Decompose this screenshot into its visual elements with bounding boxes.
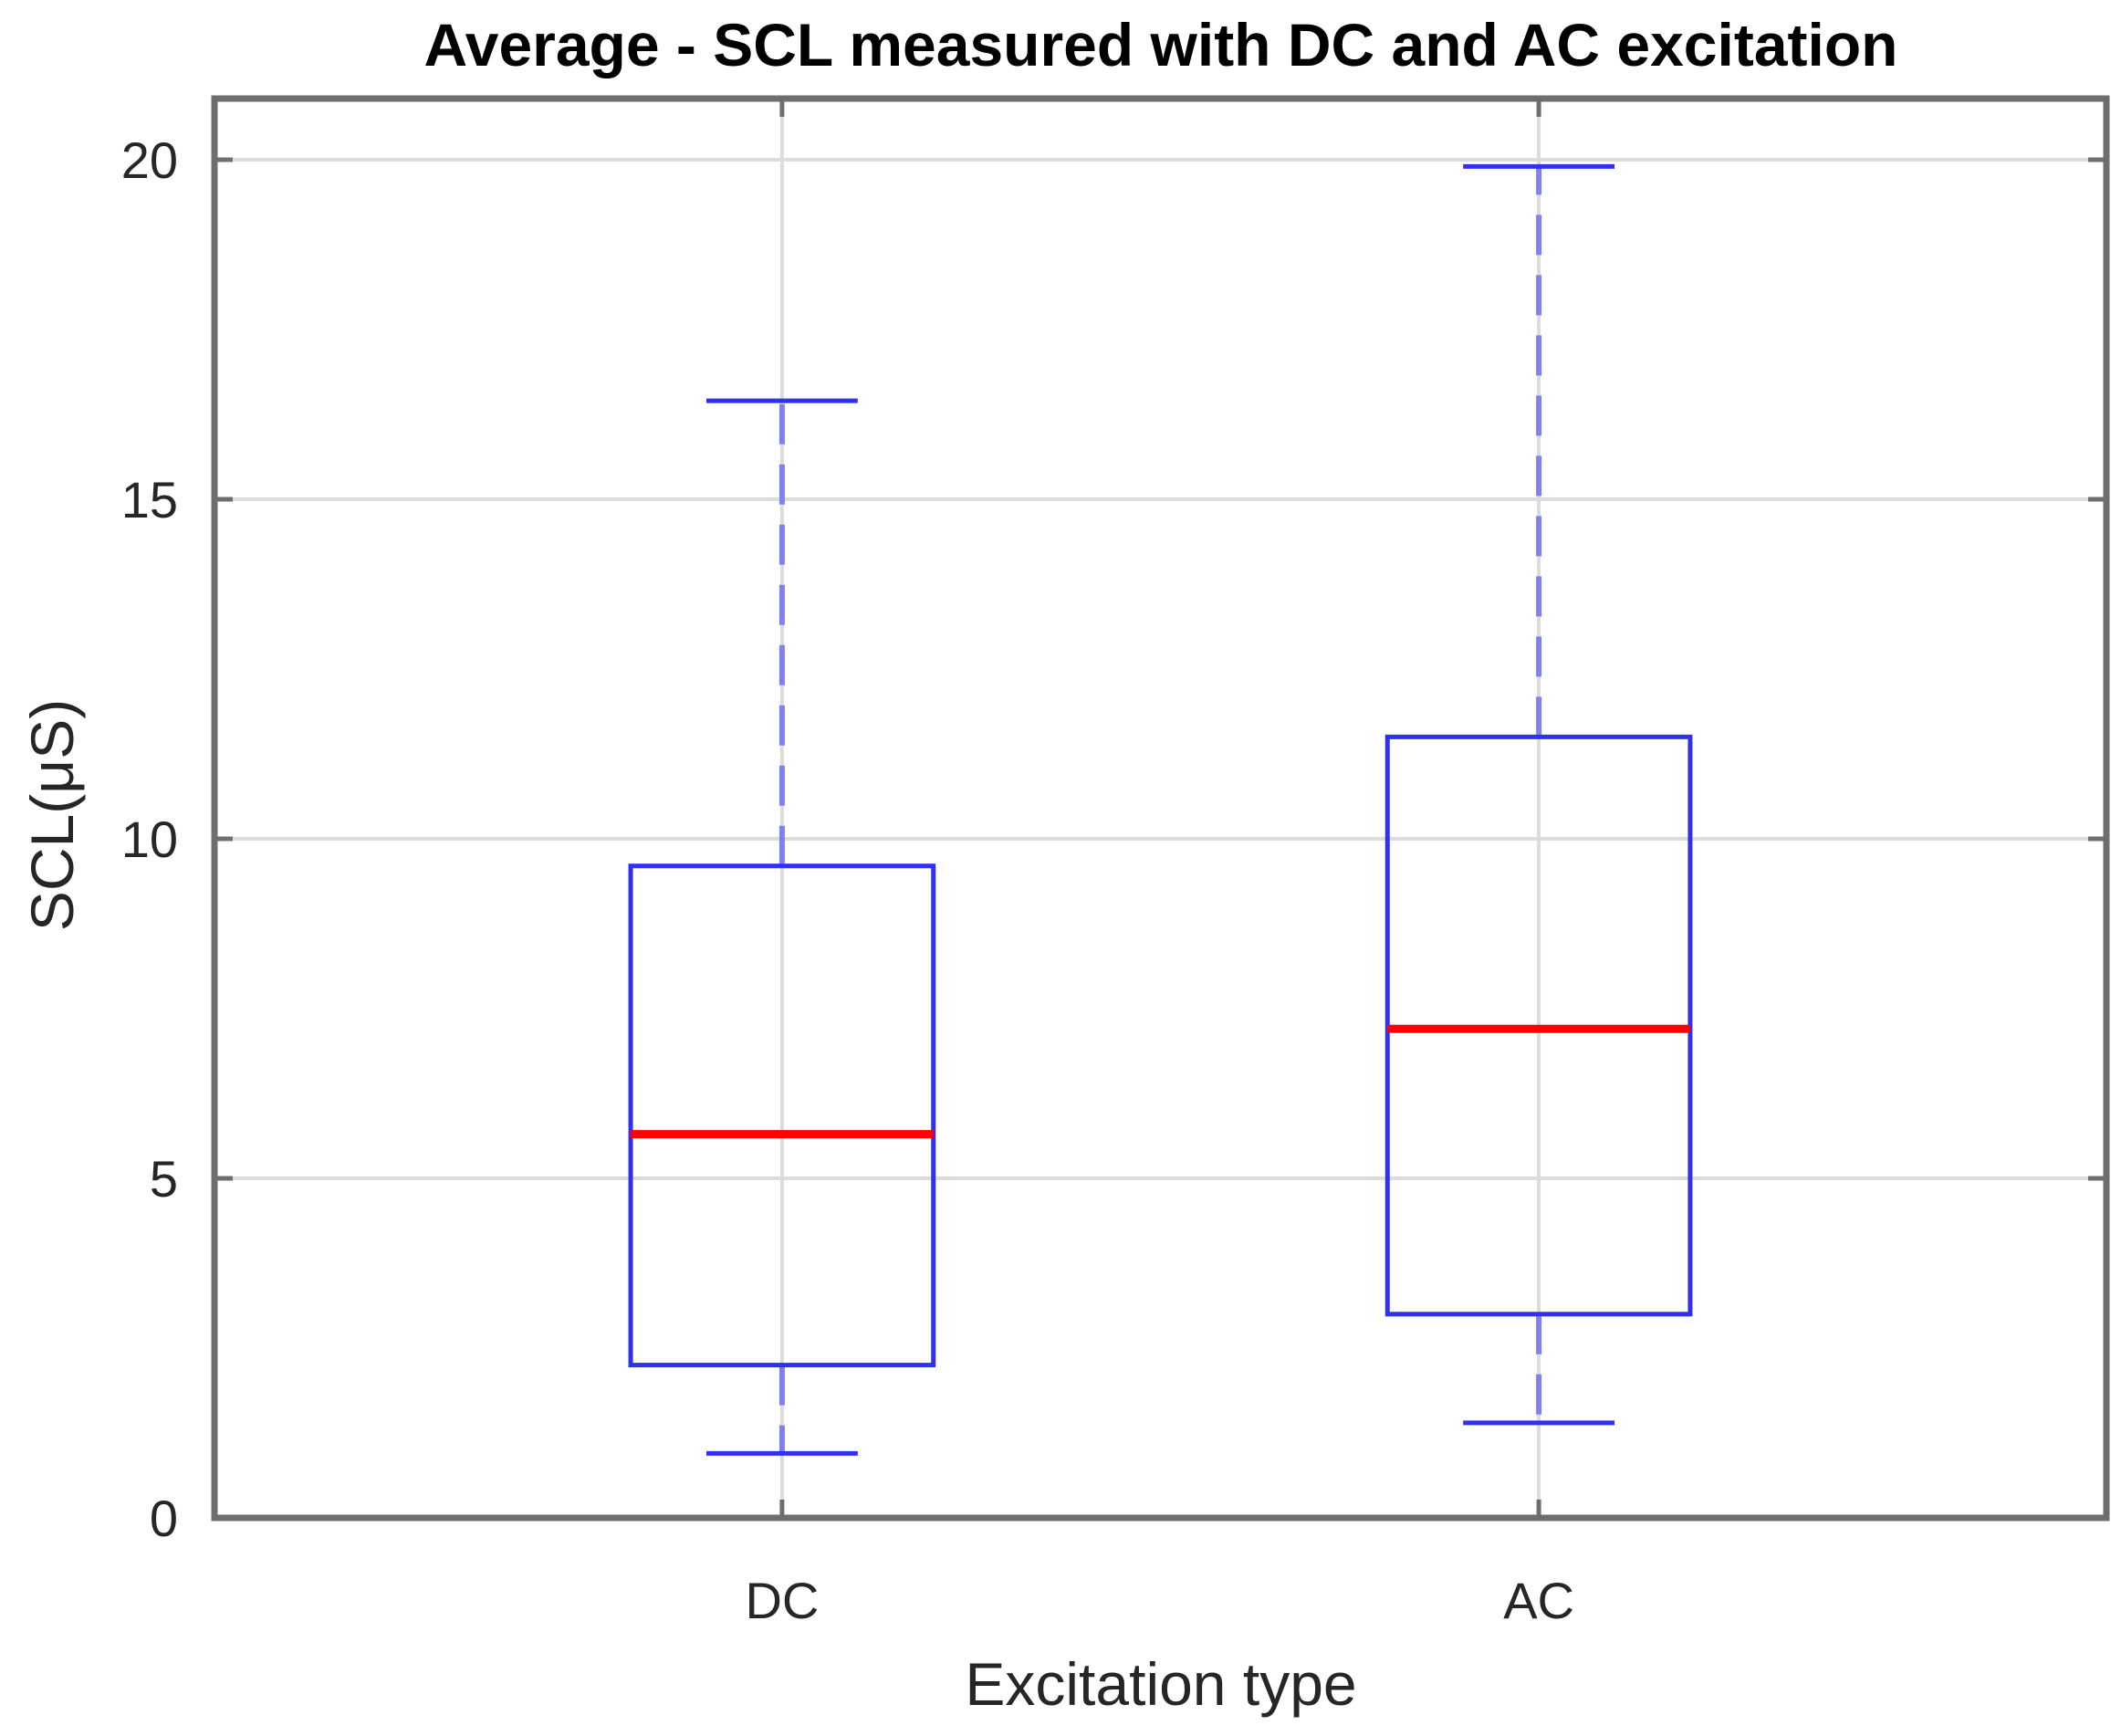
plot-area-frame (211, 95, 2110, 1522)
axis-ticks: 0 5 10 15 20 DC AC (121, 99, 2106, 1629)
x-axis-label: Excitation type (965, 1650, 1356, 1718)
y-tick-label: 5 (150, 1150, 178, 1208)
box-dc (628, 398, 936, 1456)
box-ac (1384, 163, 1693, 1426)
box-series (628, 163, 1693, 1456)
x-tick-label: AC (1503, 1572, 1574, 1629)
interquartile-box (628, 863, 936, 1368)
y-tick-label: 15 (121, 471, 178, 528)
y-axis-label: SCL(μS) (18, 699, 86, 931)
y-tick-label: 20 (121, 131, 178, 189)
y-tick-label: 10 (121, 810, 178, 868)
chart-title: Average - SCL measured with DC and AC ex… (424, 11, 1898, 78)
grid-lines (214, 99, 2106, 1520)
x-tick-label: DC (745, 1572, 819, 1629)
y-tick-label: 0 (150, 1490, 178, 1547)
